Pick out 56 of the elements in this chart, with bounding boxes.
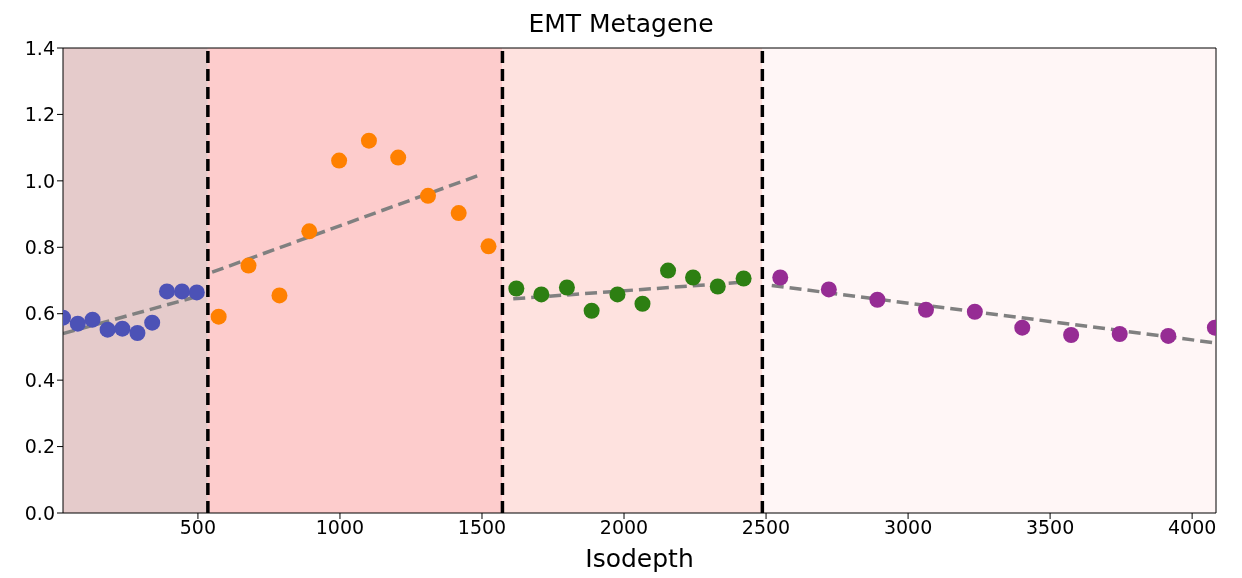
point: [558, 279, 575, 296]
x-tick-label: 3000: [883, 516, 933, 539]
point: [1160, 327, 1177, 344]
x-tick-label: 2000: [599, 516, 649, 539]
point: [869, 291, 886, 308]
point: [533, 286, 550, 303]
point: [390, 149, 407, 166]
point: [69, 315, 86, 332]
point: [709, 278, 726, 295]
point: [450, 205, 467, 222]
y-tick-label: 0.4: [24, 368, 55, 391]
point: [174, 283, 191, 300]
y-tick-label: 0.0: [24, 501, 55, 524]
point: [1014, 319, 1031, 336]
point: [583, 302, 600, 319]
point: [1111, 325, 1128, 342]
point: [99, 321, 116, 338]
point: [240, 257, 257, 274]
point: [188, 284, 205, 301]
point: [480, 238, 497, 255]
x-tick-label: 1500: [457, 516, 507, 539]
x-tick-label: 3500: [1025, 516, 1075, 539]
point: [271, 287, 288, 304]
point: [660, 262, 677, 279]
x-tick-label: 500: [179, 516, 217, 539]
x-tick-label: 2500: [741, 516, 791, 539]
x-tick-label: 4000: [1167, 516, 1217, 539]
point: [634, 295, 651, 312]
point: [685, 269, 702, 286]
point: [508, 280, 525, 297]
x-tick-label: 1000: [315, 516, 365, 539]
point: [301, 223, 318, 240]
point: [1063, 326, 1080, 343]
y-tick-label: 0.8: [24, 236, 55, 259]
point: [114, 320, 131, 337]
y-tick-label: 1.2: [24, 103, 55, 126]
point: [158, 283, 175, 300]
point: [772, 269, 789, 286]
y-tick-label: 0.2: [24, 435, 55, 458]
point: [917, 301, 934, 318]
point: [331, 152, 348, 169]
point: [360, 132, 377, 149]
x-axis-title: Isodepth: [585, 544, 694, 573]
point: [609, 286, 626, 303]
point: [84, 311, 101, 328]
point: [210, 308, 227, 325]
point: [129, 324, 146, 341]
point: [820, 281, 837, 298]
y-tick-label: 1.4: [24, 36, 55, 59]
point: [144, 314, 161, 331]
point: [420, 187, 437, 204]
point: [966, 303, 983, 320]
y-tick-label: 1.0: [24, 169, 55, 192]
chart-title: EMT Metagene: [528, 9, 714, 38]
point: [735, 270, 752, 287]
y-tick-label: 0.6: [24, 302, 55, 325]
